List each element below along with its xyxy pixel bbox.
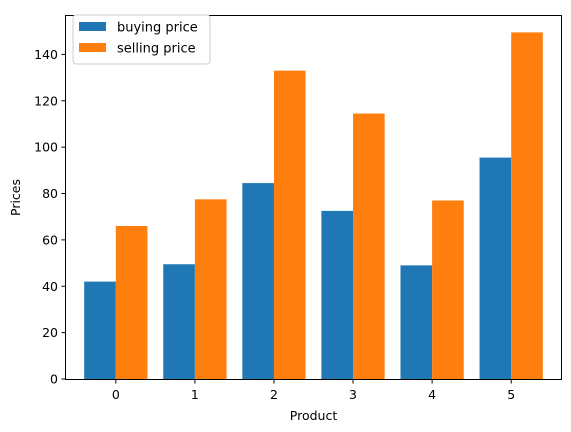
bar-selling-price-3 bbox=[353, 113, 385, 379]
y-tick-label: 120 bbox=[34, 93, 58, 108]
bar-buying-price-3 bbox=[321, 210, 354, 379]
y-tick-label: 0 bbox=[50, 372, 58, 387]
y-tick-label: 140 bbox=[34, 47, 58, 62]
bar-selling-price-2 bbox=[273, 70, 306, 379]
x-tick-label: 0 bbox=[112, 387, 120, 402]
bar-buying-price-1 bbox=[163, 264, 195, 379]
bar-buying-price-0 bbox=[84, 281, 116, 379]
y-tick-label: 60 bbox=[42, 232, 58, 247]
x-tick-label: 4 bbox=[428, 387, 436, 402]
bar-buying-price-4 bbox=[400, 265, 433, 379]
legend-swatch-selling-price bbox=[79, 43, 106, 52]
bar-selling-price-4 bbox=[432, 200, 464, 379]
x-tick-label: 2 bbox=[270, 387, 278, 402]
legend-box bbox=[72, 14, 211, 65]
legend-swatch-buying-price bbox=[79, 22, 106, 31]
bar-selling-price-1 bbox=[194, 199, 227, 379]
x-axis-ticks: 0 1 2 3 4 5 bbox=[112, 379, 515, 402]
legend: buying price selling price bbox=[72, 14, 211, 65]
y-axis-ticks: 0 20 40 60 80 100 120 140 bbox=[34, 47, 66, 387]
x-tick-label: 1 bbox=[191, 387, 199, 402]
y-tick-label: 40 bbox=[42, 279, 58, 294]
x-axis-label: Product bbox=[290, 408, 338, 423]
x-tick-label: 3 bbox=[349, 387, 357, 402]
legend-label-buying-price: buying price bbox=[117, 21, 198, 36]
bar-selling-price-5 bbox=[511, 32, 543, 379]
bar-buying-price-5 bbox=[479, 157, 512, 379]
y-tick-label: 100 bbox=[34, 140, 58, 155]
legend-label-selling-price: selling price bbox=[117, 42, 196, 57]
y-tick-label: 80 bbox=[42, 186, 58, 201]
bars-group bbox=[84, 32, 543, 379]
y-tick-label: 20 bbox=[42, 325, 58, 340]
bar-buying-price-2 bbox=[242, 183, 274, 379]
bar-selling-price-0 bbox=[115, 225, 148, 379]
plot-frame bbox=[65, 15, 562, 380]
x-tick-label: 5 bbox=[507, 387, 515, 402]
y-axis-label: Prices bbox=[8, 179, 23, 216]
